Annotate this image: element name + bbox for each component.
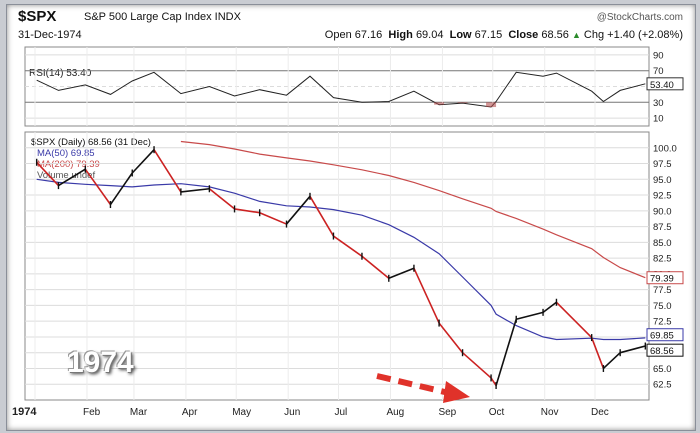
ma50-tag-text: 69.85: [650, 331, 674, 342]
rsi-oversold-fill: [434, 102, 445, 105]
price-tick-label: 100.0: [653, 143, 677, 154]
price-legend: $SPX (Daily) 68.56 (31 Dec) MA(50) 69.85…: [31, 137, 151, 181]
price-tick-label: 62.5: [653, 380, 672, 391]
ma200-tag-text: 79.39: [650, 274, 674, 285]
rsi-oversold-fill: [486, 102, 497, 108]
price-segment: [495, 319, 517, 386]
triangle-up-icon: ▲: [571, 30, 581, 40]
price-segment: [619, 345, 646, 354]
price-tick-label: 87.5: [653, 222, 672, 233]
price-segment: [234, 208, 260, 214]
price-tick-label: 85.0: [653, 238, 672, 249]
x-tick-label: Sep: [438, 407, 456, 418]
price-segment: [413, 267, 440, 324]
price-tick-label: 90.0: [653, 206, 672, 217]
x-tick-label: Feb: [83, 407, 101, 418]
close-tag-box: [646, 343, 684, 357]
price-segment: [109, 172, 133, 205]
price-segment: [259, 211, 287, 225]
ma50-tag-box: [646, 328, 684, 342]
year-watermark: 1974: [67, 346, 134, 379]
high-value: 69.04: [415, 29, 444, 41]
close-tag-text: 68.56: [650, 346, 674, 357]
legend-volume: Volume undef: [37, 170, 95, 181]
arrow-shaft: [376, 373, 450, 396]
chart-date: 31-Dec-1974: [18, 29, 82, 41]
price-segment: [208, 188, 236, 210]
price-segment: [131, 149, 155, 174]
x-tick-label: Mar: [130, 407, 148, 418]
brand-credit[interactable]: @StockCharts.com: [596, 12, 683, 23]
price-segment: [36, 161, 60, 187]
x-tick-label: Apr: [182, 407, 198, 418]
ma200-tag-box: [646, 271, 684, 285]
price-tick-label: 72.5: [653, 317, 672, 328]
rsi-label: RSI(14) 53.40: [29, 68, 92, 79]
rsi-oversold-fill: [457, 102, 468, 104]
price-tick-label: 75.0: [653, 301, 672, 312]
price-tick-label: 82.5: [653, 254, 672, 265]
price-segment: [516, 311, 544, 321]
price-tick-label: 95.0: [653, 175, 672, 186]
close-label: Close: [508, 29, 539, 41]
x-tick-label: Dec: [591, 407, 609, 418]
price-segment: [309, 195, 335, 237]
price-tick-label: 92.5: [653, 191, 672, 202]
x-tick-label: Nov: [541, 407, 559, 418]
high-label: High: [388, 29, 413, 41]
price-tick-label: 65.0: [653, 364, 672, 375]
low-value: 67.15: [474, 29, 503, 41]
price-segment: [285, 195, 311, 225]
legend-ma200: MA(200) 79.39: [37, 159, 100, 170]
price-tick-label: 97.5: [653, 159, 672, 170]
legend-price: $SPX (Daily) 68.56 (31 Dec): [31, 137, 151, 148]
price-segment: [438, 322, 464, 354]
price-segment: [542, 301, 557, 313]
price-segment: [490, 377, 497, 386]
price-segment: [332, 235, 363, 257]
price-segment: [462, 352, 492, 379]
price-segment: [58, 168, 86, 187]
rsi-tick-label: 30: [653, 98, 664, 109]
x-tick-label: May: [232, 407, 251, 418]
x-tick-label: Jun: [284, 407, 300, 418]
price-segment: [590, 337, 605, 369]
open-label: Open: [324, 29, 352, 41]
rsi-tick-label: 70: [653, 66, 664, 77]
x-tick-label: 1974: [12, 406, 37, 418]
price-segment: [84, 168, 112, 205]
arrow-head-icon: [443, 381, 470, 403]
change-value: Chg +1.40 (+2.08%): [583, 29, 683, 41]
rsi-tick-label: 90: [653, 50, 664, 61]
open-value: 67.16: [354, 29, 383, 41]
x-tick-label: Oct: [489, 407, 505, 418]
price-segment: [361, 255, 390, 279]
rsi-tag-box: [646, 77, 684, 91]
ma200-line: [180, 140, 646, 279]
low-label: Low: [449, 29, 472, 41]
rsi-line: [36, 71, 646, 108]
ma50-line: [36, 178, 646, 341]
price-segment: [388, 267, 415, 280]
legend-ma50: MA(50) 69.85: [37, 148, 95, 159]
x-tick-label: Jul: [334, 407, 347, 418]
symbol-name: S&P 500 Large Cap Index INDX: [84, 11, 241, 23]
arrow-annotation: [376, 373, 470, 403]
ohlc-readout: Open 67.16 High 69.04 Low 67.15 Close 68…: [325, 29, 683, 41]
x-tick-label: Aug: [386, 407, 404, 418]
price-segment: [153, 149, 182, 193]
symbol: $SPX: [18, 8, 57, 25]
price-segment: [180, 187, 210, 193]
price-tick-label: 77.5: [653, 285, 672, 296]
price-segment: [555, 301, 593, 339]
rsi-tag-text: 53.40: [650, 80, 674, 91]
rsi-tick-label: 10: [653, 114, 664, 125]
chart-header: $SPX S&P 500 Large Cap Index INDX 31-Dec…: [18, 8, 683, 42]
close-value: 68.56: [541, 29, 569, 41]
price-segment: [602, 352, 621, 370]
